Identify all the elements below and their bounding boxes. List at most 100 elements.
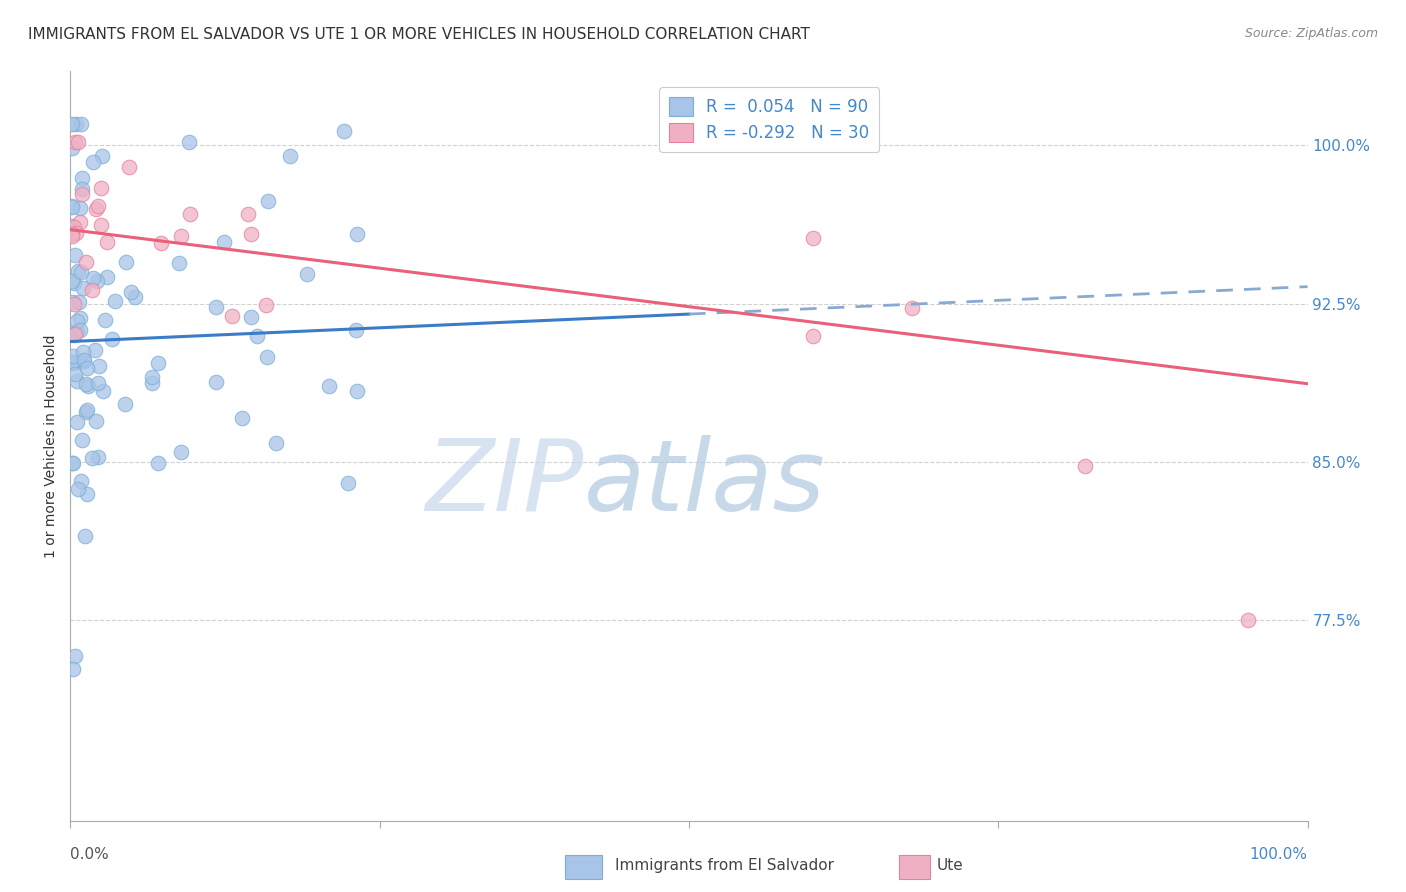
Point (124, 290, 146, 304)
Point (62, 349, 84, 363)
Point (76, 378, 98, 392)
Point (60, 274, 83, 288)
FancyBboxPatch shape (900, 855, 931, 880)
Point (264, 436, 287, 450)
Point (66, 324, 89, 338)
Point (76, 487, 98, 501)
Point (801, 231, 824, 245)
Point (91, 149, 114, 163)
Point (67, 294, 90, 309)
Point (87, 376, 110, 390)
FancyBboxPatch shape (565, 855, 602, 880)
Point (90, 181, 112, 195)
Point (75, 255, 97, 269)
Point (70, 170, 93, 185)
Point (72, 434, 94, 448)
Point (146, 456, 169, 470)
Point (179, 207, 201, 221)
Point (63, 328, 86, 343)
Point (333, 123, 356, 137)
Point (205, 300, 228, 314)
Point (60, 227, 83, 241)
Y-axis label: 1 or more Vehicles in Household: 1 or more Vehicles in Household (45, 334, 59, 558)
Point (63, 326, 86, 341)
Point (346, 227, 368, 242)
Point (87, 199, 110, 213)
Point (62, 662, 84, 676)
Point (90, 218, 112, 232)
Text: Immigrants from El Salvador: Immigrants from El Salvador (614, 858, 834, 873)
Text: ZIP: ZIP (426, 435, 583, 532)
Point (150, 236, 173, 251)
Point (62, 456, 84, 470)
Point (75, 376, 97, 391)
Point (60, 117, 83, 131)
Point (72, 344, 94, 359)
Point (146, 356, 169, 370)
Point (60, 199, 83, 213)
Point (65, 226, 87, 240)
Point (80, 451, 103, 466)
Point (73, 352, 96, 367)
Point (900, 301, 922, 315)
Point (257, 194, 280, 209)
Point (101, 332, 124, 346)
Point (69, 474, 91, 488)
Point (65, 117, 87, 131)
Point (69, 201, 91, 215)
Point (240, 227, 263, 241)
Point (1237, 613, 1260, 627)
Point (62, 220, 84, 235)
Point (60, 356, 83, 370)
Point (76, 361, 98, 376)
Point (83, 343, 105, 357)
Point (278, 149, 301, 163)
Point (246, 329, 269, 343)
Text: IMMIGRANTS FROM EL SALVADOR VS UTE 1 OR MORE VEHICLES IN HOUSEHOLD CORRELATION C: IMMIGRANTS FROM EL SALVADOR VS UTE 1 OR … (28, 27, 810, 42)
Point (69, 265, 91, 279)
Point (66, 314, 89, 328)
Point (72, 281, 94, 295)
Point (120, 285, 142, 299)
Text: Ute: Ute (936, 858, 963, 873)
Point (82, 283, 104, 297)
Point (115, 254, 138, 268)
Point (67, 264, 90, 278)
Point (254, 297, 277, 311)
Point (346, 384, 368, 398)
Point (70, 182, 93, 196)
Point (170, 444, 193, 458)
Point (87, 450, 110, 465)
Point (295, 267, 318, 281)
Point (66, 374, 89, 388)
Point (66, 135, 89, 149)
Point (167, 256, 190, 270)
Point (96, 235, 118, 249)
Point (801, 329, 824, 343)
Point (84, 414, 107, 428)
Point (212, 235, 235, 249)
Point (82, 270, 104, 285)
Point (63, 367, 86, 381)
Text: Source: ZipAtlas.com: Source: ZipAtlas.com (1244, 27, 1378, 40)
Point (91, 384, 114, 398)
Point (73, 353, 96, 368)
Point (238, 207, 260, 221)
Text: 0.0%: 0.0% (70, 847, 110, 862)
Point (75, 405, 97, 419)
Point (69, 310, 91, 325)
Point (221, 309, 243, 323)
Point (65, 248, 87, 262)
Point (89, 359, 111, 373)
Point (62, 276, 84, 290)
Point (70, 117, 93, 131)
Text: atlas: atlas (583, 435, 825, 532)
Point (177, 136, 200, 150)
Point (344, 323, 367, 337)
Point (141, 370, 163, 384)
Point (141, 376, 163, 390)
Point (66, 415, 89, 429)
Point (118, 160, 141, 174)
Point (63, 648, 86, 663)
Point (67, 482, 90, 496)
